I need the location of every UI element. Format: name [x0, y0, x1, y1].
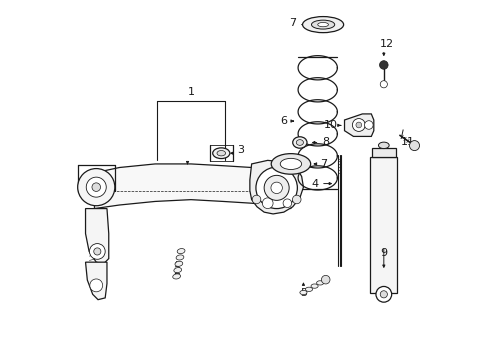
Ellipse shape	[280, 158, 301, 170]
Circle shape	[86, 177, 106, 197]
Circle shape	[283, 199, 291, 207]
Circle shape	[292, 195, 301, 204]
Polygon shape	[371, 148, 395, 157]
Circle shape	[92, 183, 101, 192]
Text: 7: 7	[320, 159, 326, 169]
Polygon shape	[369, 157, 397, 293]
Circle shape	[90, 279, 102, 292]
Text: 1: 1	[187, 87, 194, 98]
Circle shape	[270, 182, 282, 194]
Circle shape	[252, 195, 260, 204]
Ellipse shape	[299, 291, 306, 295]
Circle shape	[352, 118, 365, 131]
Text: 5: 5	[299, 288, 306, 297]
Text: 12: 12	[379, 39, 393, 49]
Circle shape	[375, 287, 391, 302]
Text: 8: 8	[322, 138, 328, 148]
Polygon shape	[344, 114, 373, 136]
Ellipse shape	[317, 22, 328, 27]
Ellipse shape	[310, 284, 318, 288]
Circle shape	[78, 168, 115, 206]
Ellipse shape	[212, 148, 229, 158]
Circle shape	[264, 175, 288, 201]
Polygon shape	[94, 164, 290, 208]
Ellipse shape	[296, 140, 303, 145]
Ellipse shape	[305, 287, 312, 292]
Ellipse shape	[176, 255, 183, 260]
Text: 2: 2	[173, 266, 180, 276]
Text: 11: 11	[400, 137, 414, 147]
Circle shape	[408, 141, 419, 150]
Ellipse shape	[311, 20, 334, 29]
Circle shape	[262, 198, 272, 208]
Text: 7: 7	[288, 18, 296, 28]
Ellipse shape	[271, 154, 310, 174]
Polygon shape	[85, 262, 107, 300]
Text: 4: 4	[311, 179, 318, 189]
Ellipse shape	[316, 281, 323, 285]
Circle shape	[355, 122, 361, 128]
Circle shape	[380, 291, 386, 298]
Polygon shape	[85, 208, 108, 264]
Ellipse shape	[217, 150, 225, 156]
Circle shape	[321, 275, 329, 284]
Circle shape	[380, 81, 386, 88]
Circle shape	[94, 248, 101, 255]
Ellipse shape	[172, 274, 180, 279]
Ellipse shape	[292, 137, 306, 148]
Ellipse shape	[302, 17, 343, 33]
Ellipse shape	[177, 248, 184, 254]
Ellipse shape	[174, 267, 181, 273]
Ellipse shape	[175, 261, 183, 266]
Text: 10: 10	[323, 120, 337, 130]
Circle shape	[379, 61, 387, 69]
Text: 3: 3	[237, 145, 244, 156]
Circle shape	[255, 167, 297, 208]
Text: 9: 9	[380, 248, 386, 258]
Circle shape	[89, 244, 105, 259]
Polygon shape	[249, 160, 303, 214]
Text: 6: 6	[280, 116, 287, 126]
Circle shape	[364, 121, 372, 129]
Ellipse shape	[378, 142, 388, 149]
